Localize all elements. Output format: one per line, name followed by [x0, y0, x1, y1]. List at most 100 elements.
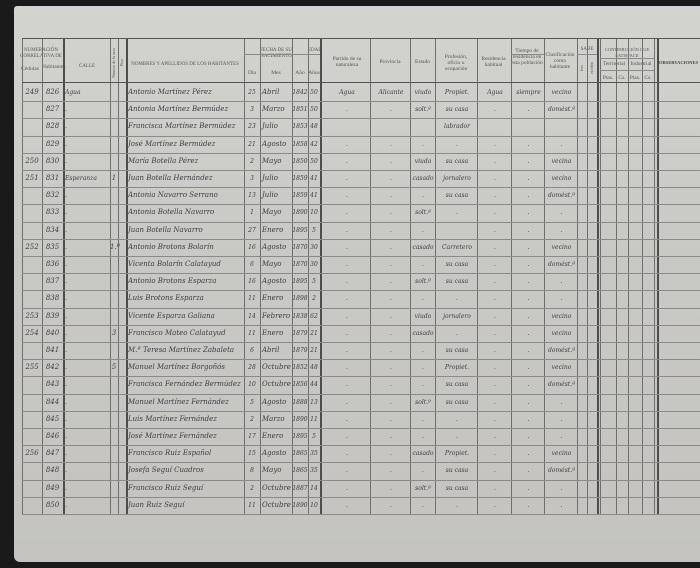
row-8-age: 10	[310, 209, 318, 217]
row-24-estado: solt.º	[415, 484, 431, 492]
row-8-partido: .	[346, 209, 348, 217]
row-7-partido: .	[346, 192, 348, 200]
row-16-provincia: .	[390, 347, 392, 354]
row-17-name: Manuel Martínez Borgoñós	[128, 363, 225, 372]
row-5-birth-year: 1850	[292, 157, 308, 165]
row-14-tiempo: .	[527, 312, 530, 320]
row-23-age: 35	[310, 467, 318, 475]
row-23-calle: .	[65, 467, 67, 475]
row-18-estado: .	[422, 381, 424, 389]
row-10-birth-month: Agosto	[262, 242, 287, 251]
row-7-name: Antonia Navarro Serrano	[128, 191, 218, 200]
row-5-provincia: .	[390, 157, 392, 165]
row-19-clasificacion: .	[560, 398, 563, 406]
row-12-calle: .	[65, 278, 67, 286]
column-rule	[544, 38, 545, 514]
row-3-age: 48	[310, 123, 318, 131]
column-rule	[126, 38, 128, 514]
row-14-age: 62	[310, 312, 318, 320]
row-11-habitante-number: 836	[45, 260, 60, 268]
row-11-tiempo: .	[527, 261, 530, 268]
row-7-age: 41	[310, 192, 318, 200]
row-19-calle: .	[65, 398, 67, 406]
row-4-calle: .	[65, 140, 67, 148]
row-21-calle: .	[65, 433, 67, 440]
row-21-clasificacion: .	[560, 433, 563, 440]
row-14-name: Vicente Esparza Galiana	[128, 311, 215, 320]
row-10-birth-year: 1870	[292, 243, 308, 251]
row-25-age: 10	[310, 501, 318, 509]
row-23-birth-month: Mayo	[262, 466, 282, 475]
row-22-provincia: .	[390, 450, 392, 458]
row-13-name: Luis Brotons Esparza	[128, 294, 204, 303]
row-9-birth-month: Enero	[262, 225, 284, 234]
row-4-estado: .	[422, 140, 424, 148]
header-ptas-industrial: Ptas.	[629, 75, 641, 81]
row-20-profesion: .	[456, 415, 458, 423]
row-11-clasificacion: domést.ª	[548, 261, 575, 268]
row-4-birth-month: Agosto	[262, 139, 287, 148]
row-1-cedula-number: 249	[25, 88, 39, 96]
row-16-habitante-number: 841	[45, 346, 60, 354]
row-21-profesion: .	[456, 433, 458, 440]
column-rule	[370, 38, 371, 514]
row-15-tiempo: .	[527, 329, 530, 337]
row-21-provincia: .	[390, 433, 392, 440]
row-6-residencia: .	[494, 175, 496, 182]
row-11-residencia: .	[494, 261, 496, 268]
header-escribir: escribir	[589, 62, 594, 74]
row-13-birth-year: 1898	[292, 295, 308, 303]
row-20-birth-month: Marzo	[262, 414, 285, 423]
row-22-birth-year: 1865	[292, 450, 308, 458]
row-4-age: 42	[310, 140, 318, 148]
column-rule	[110, 38, 111, 514]
row-10-name: Antonio Brotons Bolarín	[128, 242, 214, 251]
row-11-birth-month: Mayo	[262, 260, 282, 268]
row-25-residencia: .	[494, 501, 496, 509]
row-15-birth-month: Enero	[262, 328, 284, 337]
row-10-cedula-number: 252	[25, 242, 39, 251]
row-25-tiempo: .	[527, 501, 530, 509]
row-rule	[22, 135, 700, 137]
column-rule	[616, 38, 617, 514]
row-2-name: Antonia Martínez Bermúdez	[128, 105, 229, 114]
row-22-age: 35	[310, 450, 318, 458]
row-23-partido: .	[346, 467, 348, 475]
header-numero-casa: Número de la casa	[111, 48, 116, 78]
header-clasificacion: Clasificación como habitante	[545, 52, 575, 70]
row-4-provincia: .	[390, 140, 392, 148]
row-20-provincia: .	[390, 415, 392, 423]
row-21-birth-year: 1895	[292, 433, 308, 440]
row-3-birth-year: 1853	[292, 123, 308, 131]
column-rule	[308, 38, 309, 514]
column-rule	[597, 38, 599, 514]
row-19-residencia: .	[494, 398, 496, 406]
row-rule	[22, 221, 700, 223]
row-17-cedula-number: 255	[25, 363, 39, 372]
row-25-clasificacion: .	[560, 501, 563, 509]
row-23-clasificacion: domést.ª	[548, 467, 575, 475]
row-1-birth-year: 1842	[292, 89, 308, 96]
row-9-tiempo: .	[527, 226, 530, 234]
row-9-provincia: .	[390, 226, 392, 234]
row-2-age: 50	[310, 106, 318, 114]
row-15-casa-number: 3	[111, 328, 117, 337]
row-4-birth-year: 1858	[292, 140, 308, 148]
row-6-clasificacion: vecino	[551, 175, 572, 182]
row-11-birth-day: 6	[250, 261, 254, 268]
row-18-calle: .	[65, 381, 67, 389]
row-18-provincia: .	[390, 381, 392, 389]
row-5-birth-day: 2	[250, 157, 254, 165]
row-18-residencia: .	[494, 381, 496, 389]
row-13-residencia: .	[494, 295, 496, 303]
row-17-birth-day: 28	[248, 364, 256, 372]
row-2-birth-day: 3	[250, 106, 254, 114]
row-7-birth-year: 1859	[292, 192, 308, 200]
header-cs-industrial: Cs.	[644, 75, 652, 81]
row-1-habitante-number: 826	[45, 88, 60, 96]
row-20-residencia: .	[494, 415, 496, 423]
row-1-provincia: Alicante	[378, 89, 404, 96]
row-24-habitante-number: 849	[45, 483, 60, 492]
row-2-calle: .	[65, 106, 67, 114]
row-23-estado: .	[422, 467, 424, 475]
